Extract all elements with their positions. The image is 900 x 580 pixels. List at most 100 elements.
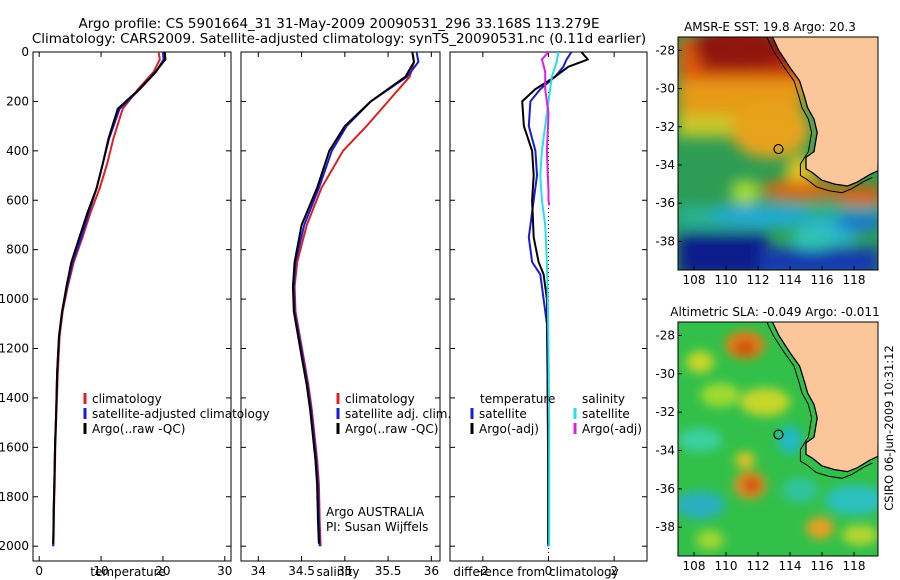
x-tick-label: 34.5 [288,564,315,578]
salinity-axes-frame [240,51,441,562]
legend-label: satellite [582,407,630,421]
legend-label: satellite [479,407,527,421]
map-y-tick-label: -34 [655,158,675,172]
x-tick-label: 30 [217,564,232,578]
legend-label: Argo(..raw -QC) [92,422,185,436]
temperature-axis: 0 10 20 30 0 200 400 600 800 1000 1200 1400 1600 1800… [0,45,232,578]
y-tick-label: 800 [6,243,29,257]
map-x-tick-label: 110 [715,559,738,573]
x-tick-label: -2 [477,564,489,578]
map-x-tick-label: 108 [683,273,706,287]
sst-argo-marker [773,143,784,155]
series-line-argo-raw-qc- [291,52,415,544]
sst-map-title: AMSR-E SST: 19.8 Argo: 20.3 [684,20,856,34]
y-tick-label: 0 [21,45,29,59]
y-tick-label: 1200 [0,342,29,356]
y-tick-label: 1400 [0,391,29,405]
map-x-tick-label: 114 [779,559,802,573]
salinity-panel: 34 34.5 35 35.5 36 salinity climatologysatel… [240,51,451,579]
y-tick-label: 200 [6,94,29,108]
map-x-tick-label: 108 [683,559,706,573]
x-tick-label: 35 [337,564,352,578]
series-line-argo-raw-qc- [52,52,167,544]
map-x-tick-label: 112 [747,559,770,573]
sla-map-frame [677,321,879,557]
salinity-xlabel: salinity [316,565,359,579]
x-tick-label: 0 [545,564,553,578]
legend-label: Argo(-adj) [479,422,539,436]
map-y-tick-label: -36 [655,196,675,210]
timestamp-stamp: CSIRO 06-Jun-2009 10:31:12 [882,345,896,511]
map-y-tick-label: -34 [655,444,675,458]
difference-legend: temperature salinitysatelliteArgo(-adj)sa… [470,392,642,436]
salinity-series [291,52,420,547]
temperature-panel: 0 10 20 30 0 200 400 600 800 1000 1200 1400 1600 1800… [0,45,270,579]
series-line-salinity-satellite [539,52,560,547]
x-tick-label: 10 [93,564,108,578]
figure-title-line1: Argo profile: CS 5901664_31 31-May-2009 … [79,16,600,32]
salinity-axis: 34 34.5 35 35.5 36 [241,51,440,578]
sst-shelf-contour [766,37,873,194]
map-y-tick-label: -30 [655,82,675,96]
y-tick-label: 400 [6,144,29,158]
x-tick-label: 0 [35,564,43,578]
sla-map-panel: Altimetric SLA: -0.049 Argo: -0.011 [655,305,879,573]
map-x-tick-label: 110 [715,273,738,287]
sst-map-panel: AMSR-E SST: 19.8 Argo: 20.3 [655,20,879,287]
x-tick-label: 20 [155,564,170,578]
series-line-climatology [52,52,161,547]
map-x-tick-label: 116 [811,559,834,573]
legend-title-temperature: temperature [480,392,555,406]
map-y-tick-label: -38 [655,520,675,534]
legend-label: satellite-adjusted climatology [92,407,270,421]
temperature-axes-frame [32,51,232,562]
sla-shelf-contour [766,322,873,479]
sla-map-title: Altimetric SLA: -0.049 Argo: -0.011 [670,305,879,319]
map-y-tick-label: -32 [655,120,675,134]
y-tick-label: 1600 [0,440,29,454]
x-tick-label: 35.5 [375,564,402,578]
sla-map-axes: 108 110 112 114 116 118 -28 -30 -32 -34 -36 -38 [655,328,865,573]
map-x-tick-label: 116 [811,273,834,287]
sla-argo-marker [773,429,784,440]
x-tick-label: 34 [251,564,266,578]
sst-land-mask [771,37,878,187]
legend-label: Argo(-adj) [582,422,642,436]
y-tick-label: 1000 [0,292,29,306]
map-y-tick-label: -28 [655,43,675,57]
series-line-climatology [293,52,415,547]
x-tick-label: 36 [424,564,439,578]
figure-title-line2: Climatology: CARS2009. Satellite-adjuste… [32,31,646,47]
map-y-tick-label: -28 [655,328,675,342]
difference-xlabel: difference from climatology [453,565,619,579]
sst-map-frame [677,36,879,271]
series-line-temperature-argo-adj- [521,52,589,544]
salinity-annotation-line2: PI: Susan Wijffels [326,520,428,534]
map-x-tick-label: 114 [779,273,802,287]
series-line-salinity-argo-adj- [540,52,551,206]
map-y-tick-label: -36 [655,482,675,496]
temperature-series [52,52,167,547]
y-tick-label: 1800 [0,490,29,504]
x-tick-label: 2 [610,564,618,578]
y-tick-label: 2000 [0,539,29,553]
y-tick-label: 600 [6,193,29,207]
legend-title-salinity: salinity [582,392,625,406]
legend-label: satellite adj. clim. [345,407,451,421]
map-y-tick-label: -30 [655,367,675,381]
difference-panel: -2 0 2 difference from climatology tempera… [449,51,648,579]
difference-axis: -2 0 2 [450,51,647,578]
sla-map-field [678,322,878,556]
map-y-tick-label: -32 [655,405,675,419]
series-line-satellite-adjusted-climatology [52,52,165,547]
series-line-satellite-adj-clim- [292,52,420,547]
map-x-tick-label: 118 [843,273,866,287]
map-x-tick-label: 112 [747,273,770,287]
legend-label: climatology [345,392,415,406]
salinity-annotation-line1: Argo AUSTRALIA [326,505,425,519]
sst-map-field [678,37,878,270]
map-x-tick-label: 118 [843,559,866,573]
